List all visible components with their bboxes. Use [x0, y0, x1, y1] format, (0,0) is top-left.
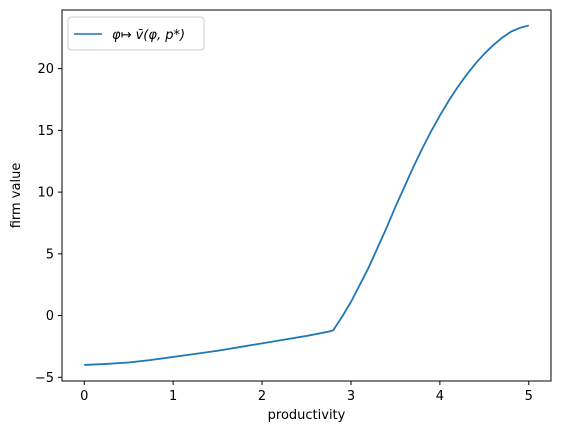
x-axis-label: productivity [268, 408, 346, 423]
x-tick-label: 2 [258, 389, 266, 404]
x-tick-label: 5 [525, 389, 533, 404]
series-line-0 [84, 24, 530, 366]
legend-box [67, 16, 205, 51]
y-tick-label: 15 [37, 124, 54, 139]
y-tick-label: 5 [46, 247, 54, 262]
x-tick-label: 1 [169, 389, 177, 404]
y-tick-label: −5 [35, 371, 54, 386]
x-tick-label: 4 [436, 389, 444, 404]
x-tick-label: 0 [80, 389, 88, 404]
legend-label: φ↦ v̄(φ, p*) [112, 28, 185, 43]
x-tick-label: 3 [347, 389, 355, 404]
y-tick-label: 0 [46, 309, 54, 324]
plot-frame [61, 9, 552, 382]
y-axis-label: firm value [9, 163, 24, 229]
series-layer [84, 24, 530, 366]
legend: φ↦ v̄(φ, p*) [67, 16, 205, 51]
y-tick-label: 20 [37, 62, 54, 77]
ticks-layer: 0 1 2 3 4 5 −5 0 5 10 15 20 [35, 62, 533, 404]
y-tick-label: 10 [37, 186, 54, 201]
